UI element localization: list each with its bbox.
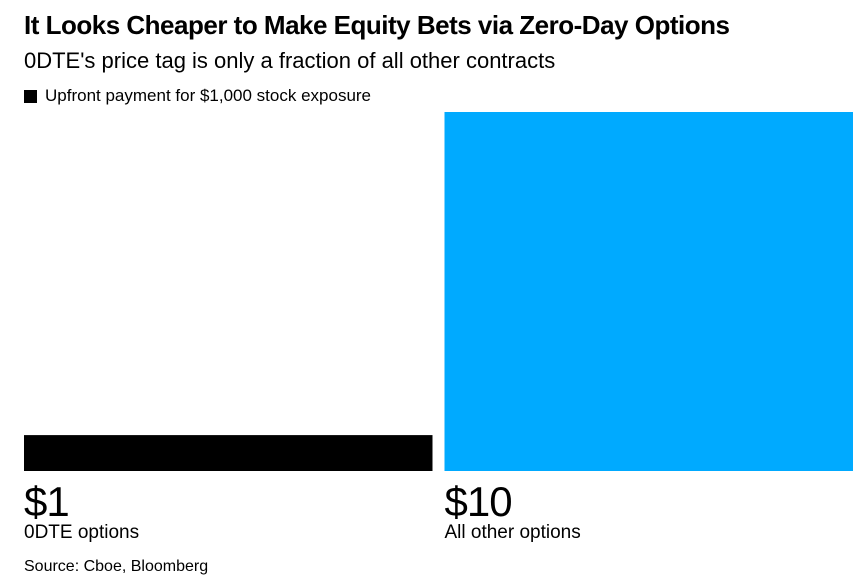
- source-note: Source: Cboe, Bloomberg: [24, 558, 209, 575]
- category-label-0: 0DTE options: [24, 522, 139, 543]
- legend: Upfront payment for $1,000 stock exposur…: [24, 86, 371, 106]
- legend-label: Upfront payment for $1,000 stock exposur…: [45, 86, 372, 105]
- bar-0: [24, 435, 433, 471]
- legend-swatch: [24, 89, 37, 103]
- chart-title: It Looks Cheaper to Make Equity Bets via…: [24, 10, 730, 40]
- category-label-1: All other options: [445, 522, 581, 543]
- bar-value-label-1: $10: [445, 478, 512, 525]
- bar-1: [444, 112, 853, 471]
- chart-subtitle: 0DTE's price tag is only a fraction of a…: [24, 48, 556, 73]
- bar-value-label-0: $1: [24, 478, 69, 525]
